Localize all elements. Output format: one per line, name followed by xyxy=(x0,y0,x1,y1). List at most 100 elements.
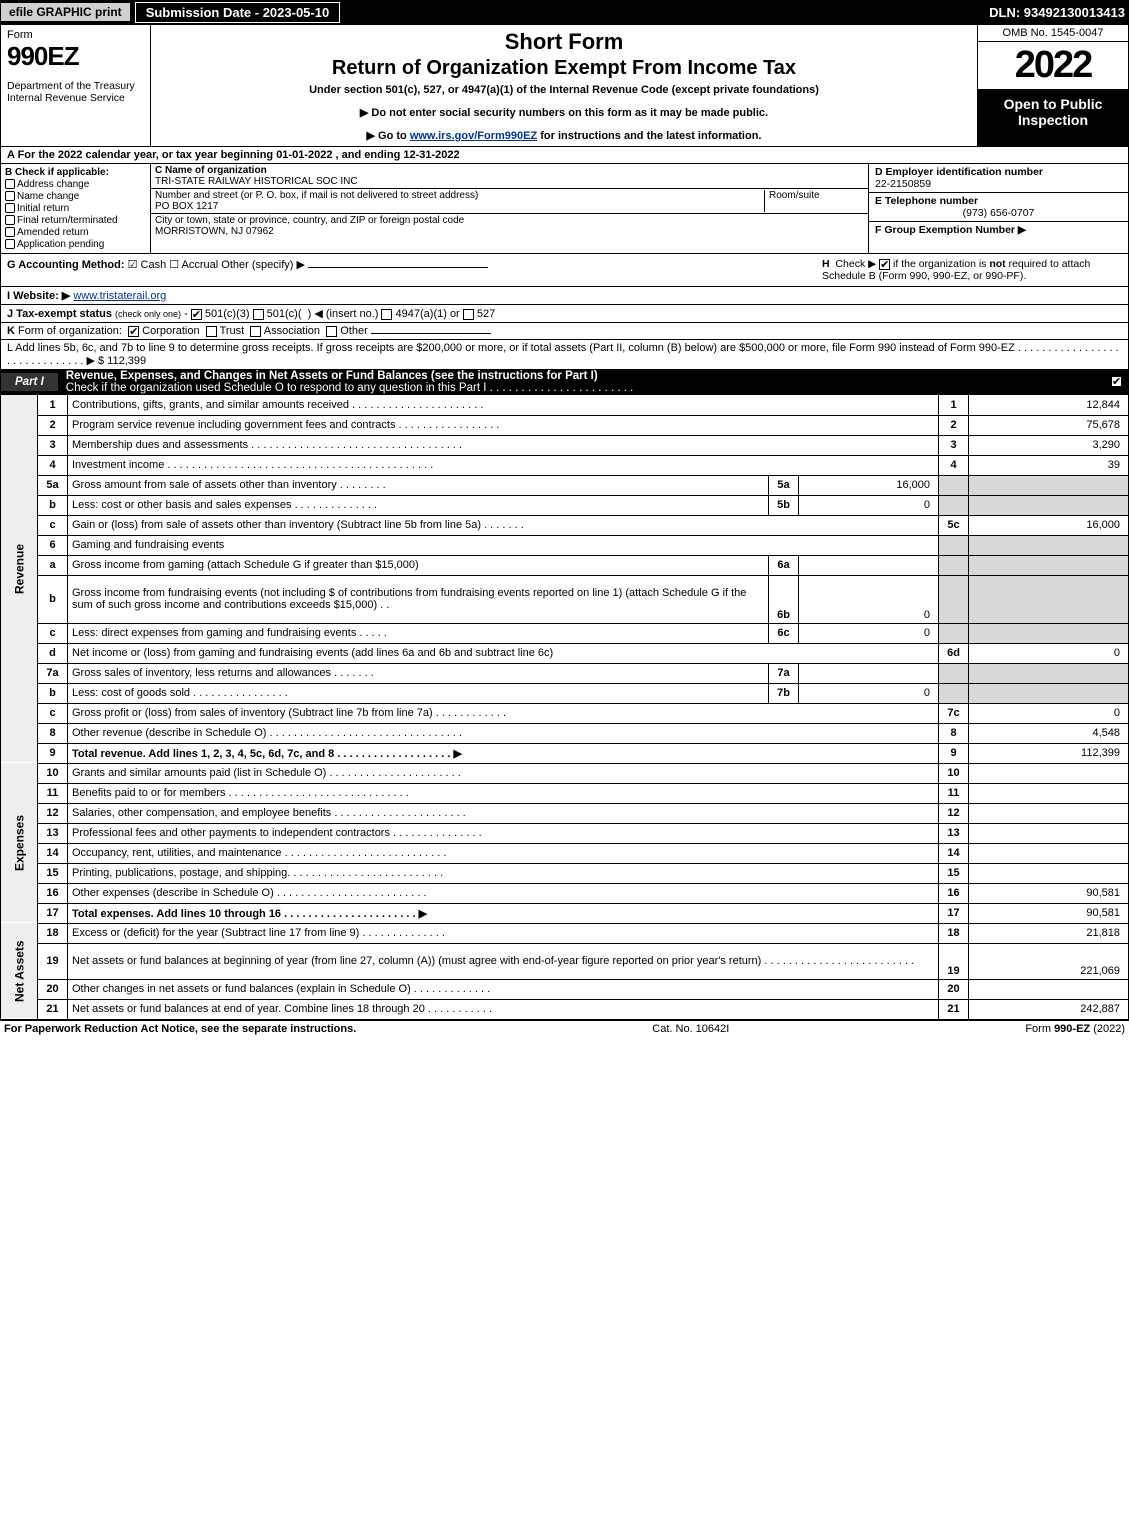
desc-2: Program service revenue including govern… xyxy=(68,415,939,435)
chk-application-pending[interactable]: Application pending xyxy=(5,239,146,250)
chk-name-change[interactable]: Name change xyxy=(5,191,146,202)
in-6a: 6a xyxy=(769,555,799,575)
row-k: K Form of organization: Corporation Trus… xyxy=(0,323,1129,340)
amt-6b-shade xyxy=(969,575,1129,623)
org-address: PO BOX 1217 xyxy=(155,201,764,212)
h-checkbox[interactable] xyxy=(879,259,890,270)
j-527[interactable] xyxy=(463,309,474,320)
out-6a-shade xyxy=(939,555,969,575)
org-name: TRI-STATE RAILWAY HISTORICAL SOC INC xyxy=(155,176,864,187)
row-j: J Tax-exempt status (check only one) - 5… xyxy=(0,305,1129,323)
irs-link[interactable]: www.irs.gov/Form990EZ xyxy=(410,130,537,142)
tax-year: 2022 xyxy=(978,42,1128,90)
chk-address-change[interactable]: Address change xyxy=(5,179,146,190)
l-val: $ 112,399 xyxy=(98,355,146,367)
ln-6: 6 xyxy=(38,535,68,555)
part1-schedule-o-check[interactable] xyxy=(1111,376,1122,387)
j-501c3[interactable] xyxy=(191,309,202,320)
footer: For Paperwork Reduction Act Notice, see … xyxy=(0,1020,1129,1037)
omb-no: OMB No. 1545-0047 xyxy=(978,25,1128,42)
k-assoc[interactable] xyxy=(250,326,261,337)
desc-11: Benefits paid to or for members . . . . … xyxy=(68,783,939,803)
dln: DLN: 93492130013413 xyxy=(989,5,1125,20)
j-501c[interactable] xyxy=(253,309,264,320)
ln-15: 15 xyxy=(38,863,68,883)
out-18: 18 xyxy=(939,923,969,943)
out-8: 8 xyxy=(939,723,969,743)
header-left: Form 990EZ Department of the Treasury In… xyxy=(1,25,151,146)
form-word: Form xyxy=(7,29,144,41)
part1-sub: Check if the organization used Schedule … xyxy=(66,382,634,394)
website-link[interactable]: www.tristaterail.org xyxy=(73,290,166,302)
top-bar: efile GRAPHIC print Submission Date - 20… xyxy=(0,0,1129,24)
out-7c: 7c xyxy=(939,703,969,723)
amt-1: 12,844 xyxy=(969,395,1129,415)
ln-4: 4 xyxy=(38,455,68,475)
side-netassets: Net Assets xyxy=(1,923,38,1019)
amt-9: 112,399 xyxy=(969,743,1129,763)
in-5a: 5a xyxy=(769,475,799,495)
dept: Department of the Treasury Internal Reve… xyxy=(7,80,144,104)
ln-8: 8 xyxy=(38,723,68,743)
part1-header: Part I Revenue, Expenses, and Changes in… xyxy=(0,370,1129,395)
row-i: I Website: ▶ www.tristaterail.org xyxy=(0,287,1129,305)
part1-label: Part I xyxy=(1,373,58,391)
desc-5c: Gain or (loss) from sale of assets other… xyxy=(68,515,939,535)
side-expenses: Expenses xyxy=(1,763,38,923)
k-trust[interactable] xyxy=(206,326,217,337)
desc-15: Printing, publications, postage, and shi… xyxy=(68,863,939,883)
desc-7a: Gross sales of inventory, less returns a… xyxy=(68,663,769,683)
ln-20: 20 xyxy=(38,979,68,999)
footer-center: Cat. No. 10642I xyxy=(652,1023,729,1035)
amt-6-shade xyxy=(969,535,1129,555)
out-17: 17 xyxy=(939,903,969,923)
out-9: 9 xyxy=(939,743,969,763)
ln-14: 14 xyxy=(38,843,68,863)
ln-2: 2 xyxy=(38,415,68,435)
amt-6c-shade xyxy=(969,623,1129,643)
amt-3: 3,290 xyxy=(969,435,1129,455)
amt-16: 90,581 xyxy=(969,883,1129,903)
k-corp[interactable] xyxy=(128,326,139,337)
chk-initial-return[interactable]: Initial return xyxy=(5,203,146,214)
desc-3: Membership dues and assessments . . . . … xyxy=(68,435,939,455)
ln-6a: a xyxy=(38,555,68,575)
footer-right: Form 990-EZ (2022) xyxy=(1025,1023,1125,1035)
in-6c: 6c xyxy=(769,623,799,643)
chk-final-return[interactable]: Final return/terminated xyxy=(5,215,146,226)
amt-15 xyxy=(969,863,1129,883)
ein: 22-2150859 xyxy=(875,178,1122,190)
lines-table: Revenue 1 Contributions, gifts, grants, … xyxy=(0,395,1129,1020)
j-4947[interactable] xyxy=(381,309,392,320)
b-opt-3: Final return/terminated xyxy=(17,215,118,226)
amt-12 xyxy=(969,803,1129,823)
out-16: 16 xyxy=(939,883,969,903)
info-block: B Check if applicable: Address change Na… xyxy=(0,164,1129,254)
amt-4: 39 xyxy=(969,455,1129,475)
in-5b: 5b xyxy=(769,495,799,515)
out-14: 14 xyxy=(939,843,969,863)
b-opt-5: Application pending xyxy=(17,239,104,250)
row-l: L Add lines 5b, 6c, and 7b to line 9 to … xyxy=(0,340,1129,370)
amt-18: 21,818 xyxy=(969,923,1129,943)
amt-21: 242,887 xyxy=(969,999,1129,1019)
amt-19: 221,069 xyxy=(969,943,1129,979)
g-opts: ☑ Cash ☐ Accrual Other (specify) ▶ xyxy=(128,259,305,271)
chk-amended-return[interactable]: Amended return xyxy=(5,227,146,238)
header-right: OMB No. 1545-0047 2022 Open to Public In… xyxy=(978,25,1128,146)
g-lbl: G Accounting Method: xyxy=(7,259,125,271)
out-6-shade xyxy=(939,535,969,555)
return-title: Return of Organization Exempt From Incom… xyxy=(159,57,969,80)
efile-print-button[interactable]: efile GRAPHIC print xyxy=(0,2,131,22)
desc-16: Other expenses (describe in Schedule O) … xyxy=(68,883,939,903)
amt-8: 4,548 xyxy=(969,723,1129,743)
amt-5b-shade xyxy=(969,495,1129,515)
k-other[interactable] xyxy=(326,326,337,337)
desc-18: Excess or (deficit) for the year (Subtra… xyxy=(68,923,939,943)
desc-13: Professional fees and other payments to … xyxy=(68,823,939,843)
ln-11: 11 xyxy=(38,783,68,803)
out-5a-shade xyxy=(939,475,969,495)
note2-post: for instructions and the latest informat… xyxy=(537,130,761,142)
desc-20: Other changes in net assets or fund bala… xyxy=(68,979,939,999)
ln-19: 19 xyxy=(38,943,68,979)
